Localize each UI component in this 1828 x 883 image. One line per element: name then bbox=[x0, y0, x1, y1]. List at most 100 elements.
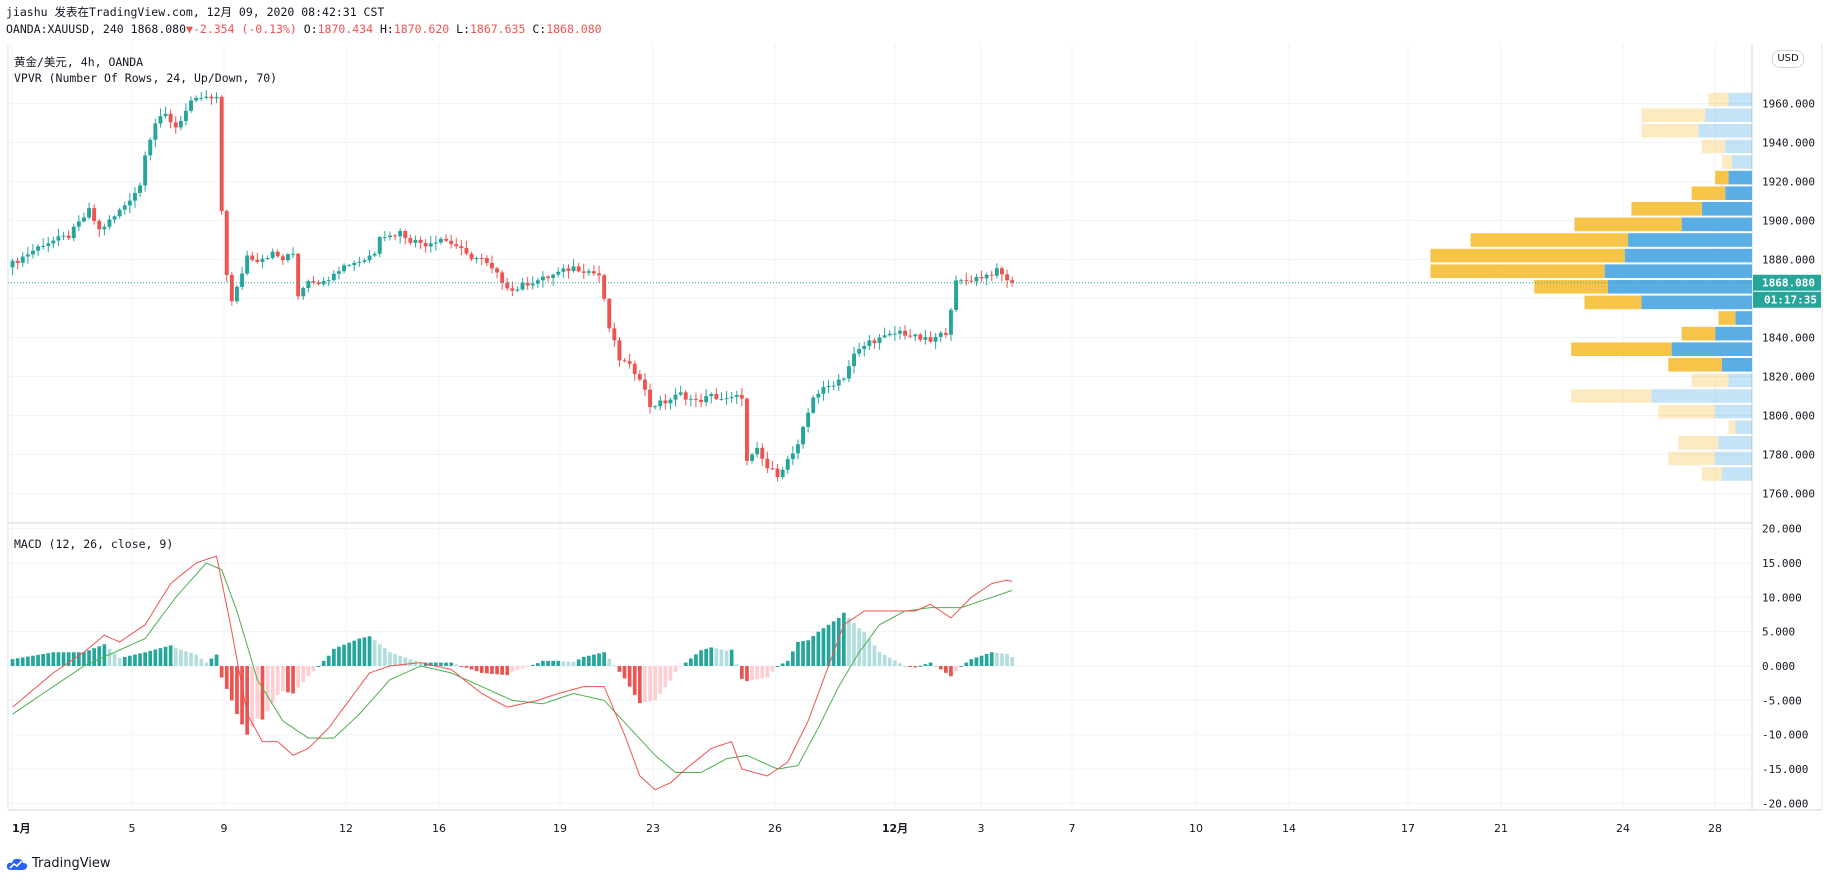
candle-body bbox=[964, 280, 969, 282]
candle-body bbox=[974, 277, 979, 282]
macd-histogram-bar bbox=[143, 652, 147, 666]
macd-histogram-bar bbox=[479, 666, 484, 673]
candle-body bbox=[490, 262, 494, 269]
candle-body bbox=[413, 239, 418, 243]
macd-histogram-bar bbox=[678, 666, 683, 668]
macd-tick-label: 15.000 bbox=[1762, 557, 1802, 570]
macd-histogram-bar bbox=[495, 666, 499, 675]
candle-body bbox=[469, 253, 474, 260]
candle-body bbox=[984, 274, 989, 279]
candle-body bbox=[714, 393, 719, 400]
macd-histogram-bar bbox=[82, 652, 86, 666]
macd-histogram-bar bbox=[801, 641, 805, 666]
macd-histogram-bar bbox=[36, 654, 40, 666]
candle-body bbox=[913, 334, 918, 337]
candle-body bbox=[439, 238, 443, 243]
candle-body bbox=[505, 282, 510, 289]
macd-histogram-bar bbox=[673, 666, 678, 672]
macd-histogram-bar bbox=[163, 646, 168, 666]
macd-histogram-bar bbox=[189, 652, 193, 666]
x-tick-label: 5 bbox=[129, 822, 136, 835]
candle-body bbox=[745, 398, 749, 461]
candle-body bbox=[76, 221, 81, 227]
macd-histogram-bar bbox=[439, 662, 443, 666]
candle-body bbox=[826, 385, 831, 387]
vpvr-up-bar bbox=[1534, 280, 1608, 294]
candle-body bbox=[367, 255, 372, 261]
vpvr-up-bar bbox=[1721, 155, 1732, 169]
candle-body bbox=[41, 245, 46, 247]
x-tick-label: 26 bbox=[768, 822, 782, 835]
macd-histogram-bar bbox=[949, 666, 953, 677]
candle-body bbox=[704, 396, 709, 403]
macd-histogram-bar bbox=[133, 654, 137, 666]
candle-body bbox=[92, 208, 97, 221]
candle-body bbox=[82, 217, 86, 222]
candle-body bbox=[347, 265, 352, 267]
macd-histogram-bar bbox=[995, 652, 999, 666]
macd-histogram-bar bbox=[775, 666, 780, 667]
candle-body bbox=[836, 379, 841, 386]
macd-histogram-bar bbox=[122, 656, 127, 666]
candle-body bbox=[520, 282, 525, 290]
candle-body bbox=[306, 281, 311, 288]
candle-body bbox=[286, 254, 290, 261]
candle-body bbox=[678, 392, 683, 395]
candle-body bbox=[566, 268, 571, 272]
x-tick-label: 21 bbox=[1494, 822, 1508, 835]
candle-body bbox=[862, 345, 867, 349]
macd-histogram-bar bbox=[112, 653, 117, 666]
candle-body bbox=[841, 378, 846, 380]
macd-histogram-bar bbox=[541, 660, 545, 666]
macd-histogram-bar bbox=[321, 660, 326, 666]
macd-histogram-bar bbox=[56, 652, 61, 666]
macd-histogram-bar bbox=[153, 649, 158, 666]
candle-body bbox=[607, 298, 612, 329]
x-tick-label: 1月 bbox=[12, 822, 31, 835]
candle-body bbox=[423, 243, 428, 247]
candle-body bbox=[663, 400, 668, 404]
candle-body bbox=[15, 260, 20, 263]
macd-histogram-bar bbox=[423, 662, 428, 666]
candle-body bbox=[342, 265, 346, 272]
macd-histogram-bar bbox=[984, 653, 989, 666]
candle-body bbox=[398, 230, 403, 237]
macd-histogram-bar bbox=[918, 665, 923, 667]
macd-histogram-bar bbox=[663, 666, 668, 688]
macd-histogram-bar bbox=[92, 648, 96, 666]
macd-histogram-bar bbox=[255, 666, 260, 719]
macd-legend: MACD (12, 26, close, 9) bbox=[14, 537, 174, 551]
vpvr-down-bar bbox=[1701, 202, 1752, 216]
brand-logo[interactable]: TradingView bbox=[6, 856, 111, 871]
candle-body bbox=[280, 256, 285, 261]
vpvr-up-bar bbox=[1668, 451, 1716, 466]
macd-histogram-bar bbox=[77, 652, 81, 666]
candle-body bbox=[46, 243, 51, 246]
macd-histogram-bar bbox=[15, 658, 20, 666]
macd-histogram-bar bbox=[745, 666, 749, 682]
candle-body bbox=[699, 399, 703, 403]
candle-body bbox=[102, 226, 107, 230]
macd-histogram-bar bbox=[291, 666, 295, 694]
vpvr-down-bar bbox=[1628, 233, 1752, 247]
candle-body bbox=[510, 288, 515, 291]
macd-histogram-bar bbox=[765, 666, 770, 678]
candle-body bbox=[816, 393, 821, 398]
candle-body bbox=[255, 259, 260, 262]
macd-histogram-bar bbox=[87, 650, 91, 666]
countdown-box bbox=[1753, 291, 1821, 308]
ohlc-header: OANDA:XAUUSD, 240 1868.080▼-2.354 (-0.13… bbox=[6, 22, 602, 36]
vpvr-down-bar bbox=[1728, 170, 1752, 185]
change-value: -2.354 (-0.13%) bbox=[192, 22, 297, 36]
macd-histogram-bar bbox=[286, 666, 290, 693]
candle-body bbox=[592, 271, 596, 274]
macd-histogram-bar bbox=[938, 666, 943, 670]
currency-button[interactable]: USD bbox=[1772, 50, 1804, 68]
candle-body bbox=[245, 255, 250, 274]
macd-line bbox=[12, 555, 1013, 791]
macd-histogram-bar bbox=[847, 617, 851, 666]
macd-histogram-bar bbox=[857, 628, 861, 666]
macd-histogram-bar bbox=[520, 666, 525, 669]
macd-histogram-bar bbox=[964, 662, 969, 666]
